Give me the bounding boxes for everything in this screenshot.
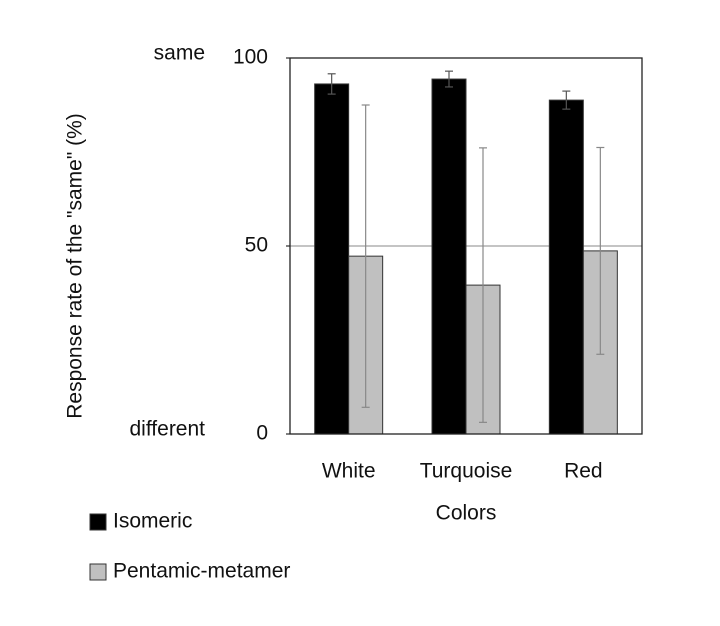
x-tick-label: White	[322, 460, 376, 483]
annotation: same	[154, 42, 205, 65]
x-tick-label: Turquoise	[420, 460, 513, 483]
error-bar	[361, 104, 370, 408]
legend-label: Isomeric	[113, 510, 192, 533]
error-bar	[479, 147, 487, 423]
y-axis-label: Response rate of the "same" (%)	[64, 113, 87, 419]
y-tick-label: 50	[245, 234, 268, 257]
x-tick-label: Red	[564, 460, 603, 483]
error-bar	[562, 90, 571, 110]
annotation: different	[130, 418, 206, 441]
legend-swatch	[89, 563, 107, 581]
y-tick-label: 100	[233, 46, 268, 69]
error-bar	[445, 70, 453, 88]
plot-frame	[289, 57, 643, 435]
error-bar	[327, 73, 336, 95]
bar	[548, 99, 584, 435]
y-tick-label: 0	[256, 422, 268, 445]
bar	[431, 78, 467, 435]
x-axis-label: Colors	[436, 502, 497, 525]
bar	[314, 83, 350, 435]
legend-label: Pentamic-metamer	[113, 560, 290, 583]
legend-swatch	[89, 513, 107, 531]
error-bar	[596, 146, 605, 355]
